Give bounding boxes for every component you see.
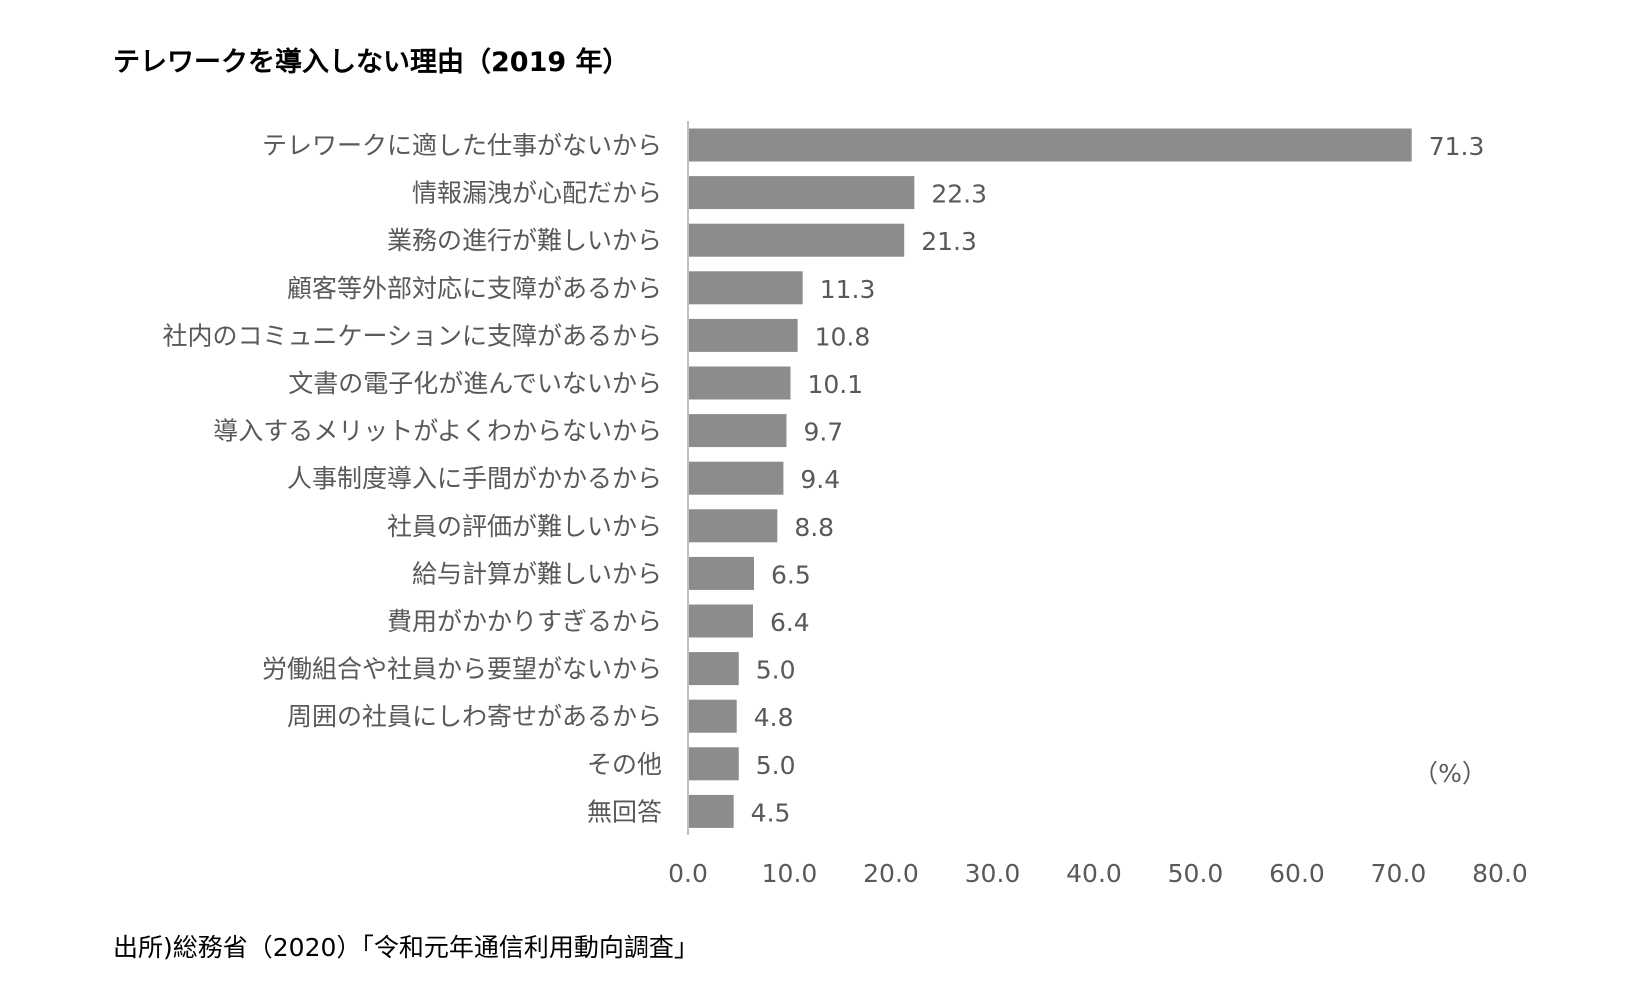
- category-label: 社内のコミュニケーションに支障があるから: [162, 321, 662, 350]
- bar: [688, 271, 803, 305]
- data-label: 22.3: [931, 180, 987, 209]
- category-labels: テレワークに適した仕事がないから情報漏洩が心配だから業務の進行が難しいから顧客等…: [162, 131, 662, 826]
- bar: [688, 176, 915, 210]
- data-label: 6.4: [770, 608, 810, 637]
- data-label: 10.1: [808, 370, 864, 399]
- x-tick-label: 30.0: [965, 859, 1021, 888]
- category-label: 導入するメリットがよくわからないから: [213, 417, 662, 446]
- category-label: 労働組合や社員から要望がないから: [262, 655, 662, 684]
- data-label: 21.3: [921, 227, 977, 256]
- bar: [688, 604, 753, 638]
- bar: [688, 414, 787, 448]
- bar: [688, 318, 798, 352]
- category-label: 無回答: [587, 797, 662, 826]
- category-label: 顧客等外部対応に支障があるから: [287, 274, 662, 303]
- x-tick-label: 60.0: [1269, 859, 1325, 888]
- category-label: 給与計算が難しいから: [412, 559, 662, 588]
- data-label: 8.8: [794, 513, 834, 542]
- category-label: 文書の電子化が進んでいないから: [288, 369, 662, 398]
- value-labels: 71.3 22.3 21.3 11.3 10.8 10.1 9.7 9.4 8.8 6.5 6.4 5…: [751, 132, 1485, 827]
- data-label: 11.3: [820, 275, 876, 304]
- category-label: テレワークに適した仕事がないから: [262, 131, 662, 160]
- data-label: 10.8: [815, 322, 871, 351]
- x-tick-label: 40.0: [1066, 859, 1122, 888]
- data-label: 5.0: [756, 751, 796, 780]
- x-tick-label: 10.0: [762, 859, 818, 888]
- data-label: 4.5: [751, 798, 791, 827]
- category-label: 費用がかかりすぎるから: [387, 607, 662, 636]
- bar: [688, 699, 737, 733]
- bar: [688, 461, 784, 495]
- bar: [688, 652, 739, 686]
- category-label: 業務の進行が難しいから: [387, 226, 662, 255]
- chart-title: テレワークを導入しない理由（2019 年）: [113, 47, 630, 78]
- x-tick-label: 70.0: [1371, 859, 1427, 888]
- data-label: 4.8: [754, 703, 794, 732]
- source-note: 出所)総務省（2020）「令和元年通信利用動向調査」: [113, 933, 699, 962]
- bar: [688, 794, 734, 828]
- bar: [688, 223, 905, 257]
- data-label: 6.5: [771, 560, 811, 589]
- bar: [688, 128, 1412, 162]
- x-tick-label: 20.0: [863, 859, 919, 888]
- category-label: 社員の評価が難しいから: [387, 512, 662, 541]
- x-tick-labels: 0.0 10.0 20.0 30.0 40.0 50.0 60.0 70.0 80.0: [668, 859, 1528, 888]
- category-label: その他: [587, 750, 662, 779]
- x-tick-label: 80.0: [1472, 859, 1528, 888]
- x-tick-label: 0.0: [668, 859, 708, 888]
- category-label: 情報漏洩が心配だから: [412, 179, 662, 208]
- data-label: 9.7: [803, 418, 843, 447]
- bars: [688, 128, 1412, 828]
- unit-label: （%）: [1413, 759, 1487, 788]
- bar: [688, 747, 739, 781]
- bar: [688, 556, 754, 590]
- category-label: 人事制度導入に手間がかかるから: [287, 464, 662, 493]
- data-label: 71.3: [1429, 132, 1485, 161]
- data-label: 5.0: [756, 656, 796, 685]
- bar: [688, 366, 791, 400]
- x-tick-label: 50.0: [1168, 859, 1224, 888]
- category-label: 周囲の社員にしわ寄せがあるから: [287, 702, 662, 731]
- data-label: 9.4: [800, 465, 840, 494]
- bar: [688, 509, 778, 543]
